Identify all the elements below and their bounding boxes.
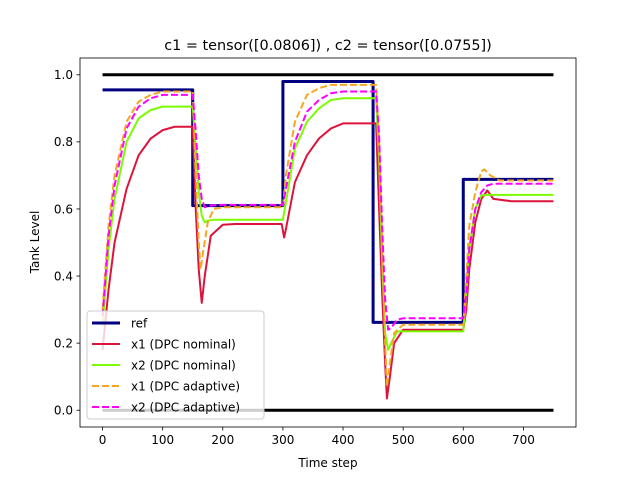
legend-label-x2-dpc-adaptive: x2 (DPC adaptive) <box>131 400 240 414</box>
x-tick-label: 400 <box>332 433 355 447</box>
legend-label-x1-dpc-nominal: x1 (DPC nominal) <box>131 337 236 351</box>
x-tick-label: 200 <box>211 433 234 447</box>
x-axis-label: Time step <box>297 456 357 470</box>
chart-title: c1 = tensor([0.0806]) , c2 = tensor([0.0… <box>164 38 492 54</box>
y-tick-label: 0.0 <box>54 404 73 418</box>
y-tick-label: 0.6 <box>54 202 73 216</box>
legend-box <box>86 310 265 420</box>
y-axis-label: Tank Level <box>28 211 42 275</box>
legend-label-x1-dpc-adaptive: x1 (DPC adaptive) <box>131 379 240 393</box>
legend-label-x2-dpc-nominal: x2 (DPC nominal) <box>131 358 236 372</box>
axes: 0 100 200 300 400 500 600 700 0.0 0.2 0.4 0.6 0.8 1.0 <box>54 57 577 447</box>
y-tick-label: 0.4 <box>54 269 73 283</box>
axes-frame <box>79 57 577 428</box>
x-tick-label: 300 <box>271 433 294 447</box>
x-tick-label: 100 <box>151 433 174 447</box>
x-tick-label: 500 <box>392 433 415 447</box>
x-tick-label: 600 <box>452 433 475 447</box>
y-tick-label: 1.0 <box>54 68 73 82</box>
legend-label-ref: ref <box>131 316 148 330</box>
series-line-x1-dpc-adaptive <box>101 83 554 388</box>
series-line-x2-dpc-adaptive <box>101 90 554 331</box>
x-tick-label: 0 <box>99 433 107 447</box>
y-tick-label: 0.2 <box>54 336 73 350</box>
x-tick-label: 700 <box>512 433 535 447</box>
y-tick-label: 0.8 <box>54 135 73 149</box>
legend: ref x1 (DPC nominal) x2 (DPC nominal) x1 (D… <box>86 310 265 420</box>
